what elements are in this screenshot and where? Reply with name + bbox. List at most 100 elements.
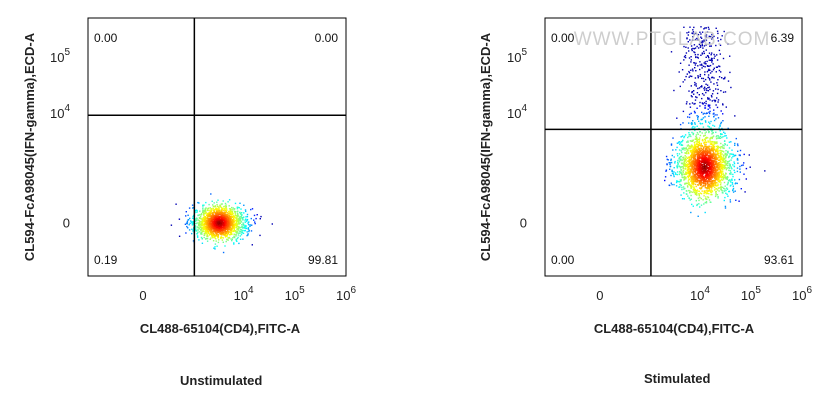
event-dot xyxy=(216,233,218,236)
event-dot xyxy=(698,158,700,160)
event-dot xyxy=(713,181,715,183)
event-dot xyxy=(710,181,712,183)
event-dot xyxy=(227,214,229,217)
quadrant-lower-left-label: 0.19 xyxy=(94,253,118,267)
event-dot xyxy=(718,164,720,166)
event-dot xyxy=(691,160,693,162)
event-dot xyxy=(218,217,220,219)
event-dot xyxy=(709,167,711,169)
event-dot xyxy=(207,223,210,225)
event-dot xyxy=(724,196,726,199)
event-dot xyxy=(666,158,668,161)
event-dot xyxy=(720,142,722,145)
event-dot xyxy=(722,173,724,176)
event-dot xyxy=(226,218,229,220)
event-dot xyxy=(702,152,705,154)
event-dot xyxy=(227,218,230,220)
event-dot xyxy=(709,88,711,91)
event-dot xyxy=(717,157,719,159)
event-dot xyxy=(699,160,701,162)
event-dot xyxy=(688,64,690,66)
event-dot xyxy=(699,196,701,199)
event-dot xyxy=(724,188,726,190)
event-dot xyxy=(685,147,687,149)
event-dot xyxy=(233,226,236,228)
event-dot xyxy=(718,181,721,183)
event-dot xyxy=(700,161,703,164)
event-dot xyxy=(701,77,703,80)
event-dot xyxy=(711,132,714,134)
event-dot xyxy=(666,163,668,166)
event-dot xyxy=(732,155,734,158)
event-dot xyxy=(692,173,694,175)
event-dot xyxy=(708,115,710,117)
event-dot xyxy=(689,199,691,201)
event-dot xyxy=(710,159,713,161)
event-dot xyxy=(689,39,691,41)
event-dot xyxy=(713,147,715,150)
event-dot xyxy=(690,149,693,152)
event-dot xyxy=(667,159,669,161)
event-dot xyxy=(216,210,218,213)
event-dot xyxy=(713,77,715,79)
event-dot xyxy=(236,218,238,220)
event-dot xyxy=(701,97,703,100)
event-dot xyxy=(725,167,727,169)
event-dot xyxy=(684,182,686,185)
event-dot xyxy=(720,90,722,92)
event-dot xyxy=(225,218,228,220)
event-dot xyxy=(210,210,213,212)
event-dot xyxy=(709,168,712,170)
event-dot xyxy=(705,56,707,58)
event-dot xyxy=(221,236,223,239)
event-dot xyxy=(215,212,217,214)
event-dot xyxy=(710,171,712,173)
event-dot xyxy=(710,179,713,181)
event-dot xyxy=(199,215,202,218)
event-dot xyxy=(720,121,723,124)
event-dot xyxy=(727,195,729,197)
event-dot xyxy=(689,150,691,152)
event-dot xyxy=(732,189,734,192)
event-dot xyxy=(702,160,705,162)
event-dot xyxy=(669,162,671,164)
event-dot xyxy=(726,137,728,139)
event-dot xyxy=(195,219,198,222)
event-dot xyxy=(244,219,246,221)
event-dot xyxy=(714,163,716,165)
event-dot xyxy=(228,219,230,222)
event-dot xyxy=(234,217,237,219)
event-dot xyxy=(714,171,716,174)
event-dot xyxy=(209,223,212,226)
event-dots xyxy=(170,193,273,254)
event-dot xyxy=(686,148,688,150)
event-dot xyxy=(729,163,731,166)
event-dot xyxy=(676,173,678,176)
event-dot xyxy=(684,79,686,81)
event-dot xyxy=(665,169,668,171)
event-dot xyxy=(699,73,702,76)
event-dot xyxy=(213,223,215,225)
event-dot xyxy=(210,233,213,235)
event-dot xyxy=(201,233,203,235)
event-dot xyxy=(708,59,710,61)
event-dot xyxy=(723,199,725,202)
event-dot xyxy=(671,172,674,174)
event-dot xyxy=(713,141,716,143)
event-dot xyxy=(186,223,188,225)
event-dot xyxy=(694,193,697,196)
event-dot xyxy=(708,186,710,188)
event-dot xyxy=(710,172,712,174)
event-dot xyxy=(697,151,699,153)
event-dot xyxy=(200,217,202,219)
event-dot xyxy=(230,228,233,230)
event-dot xyxy=(706,159,708,161)
event-dot xyxy=(710,176,713,178)
event-dot xyxy=(221,209,223,212)
event-dot xyxy=(203,230,205,232)
event-dot xyxy=(715,136,717,138)
event-dot xyxy=(706,31,709,33)
event-dot xyxy=(238,222,241,224)
event-dot xyxy=(679,170,681,173)
